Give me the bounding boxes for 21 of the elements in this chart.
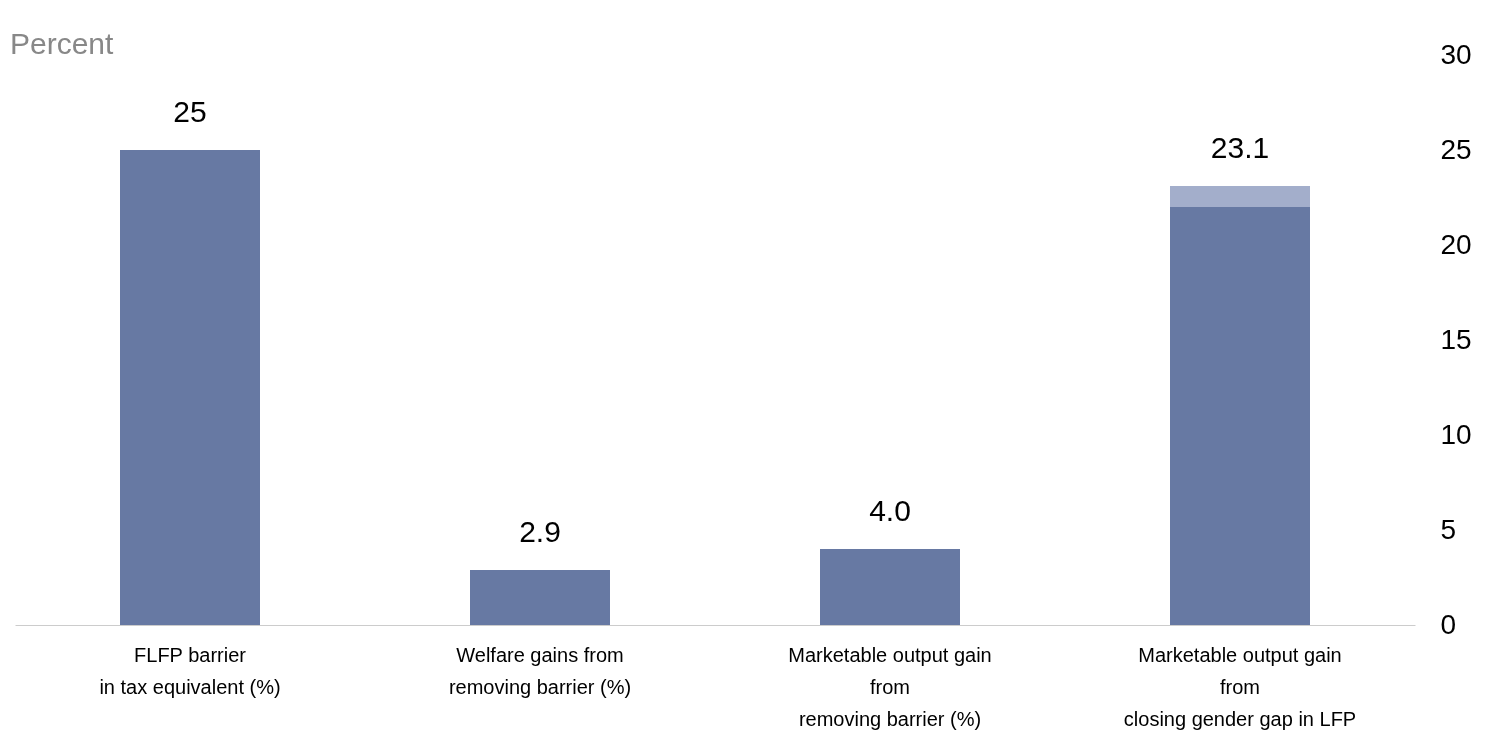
x-tick-label: FLFP barrier in tax equivalent (%) xyxy=(99,643,281,698)
x-tick-label: Welfare gains from removing barrier (%) xyxy=(448,643,632,698)
y-tick-label: 5 xyxy=(1440,513,1457,545)
total-label: 25 xyxy=(173,95,207,128)
x-tick-label: Marketable output gain from removing barrier (%) xyxy=(788,643,992,730)
bar xyxy=(820,549,960,625)
bar xyxy=(470,569,610,625)
y-tick-label: 15 xyxy=(1440,323,1472,355)
bar xyxy=(1170,186,1310,207)
y-tick-label: 30 xyxy=(1440,38,1472,70)
y-tick-label: 25 xyxy=(1440,133,1472,165)
total-label: 4.0 xyxy=(869,494,911,527)
bar xyxy=(120,150,260,625)
total-label: 23.1 xyxy=(1210,131,1270,165)
bar xyxy=(1170,207,1310,625)
y-tick-label: 0 xyxy=(1440,608,1457,640)
x-tick-label: Marketable output gain from closing gender gap in LFP xyxy=(1123,643,1357,730)
y-tick-label: 10 xyxy=(1440,418,1472,450)
y-tick-label: 20 xyxy=(1440,228,1472,260)
y-axis-title: Percent xyxy=(10,27,115,60)
total-label: 2.9 xyxy=(519,514,561,548)
